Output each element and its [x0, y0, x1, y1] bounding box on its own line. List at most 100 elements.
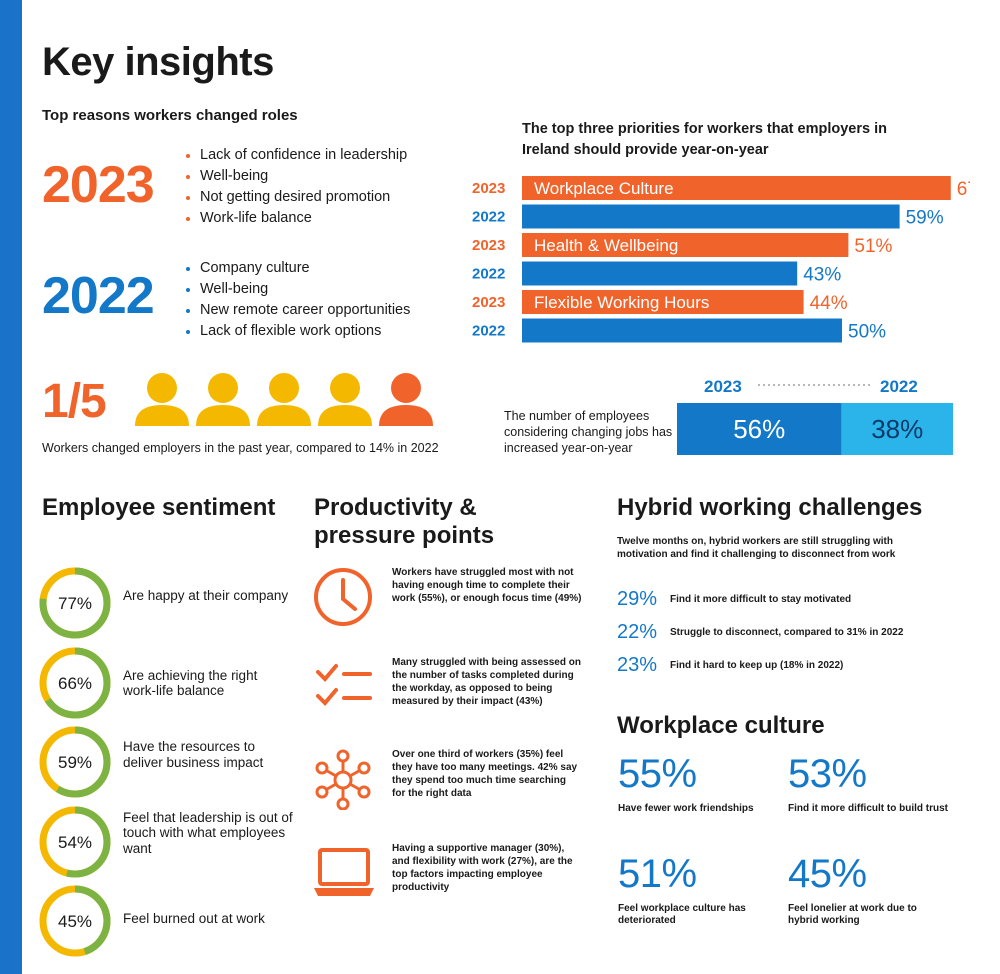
people-icons [135, 373, 433, 426]
culture-pct: 55% [618, 752, 697, 796]
bar [522, 233, 849, 257]
list-item: New remote career opportunities [186, 300, 410, 321]
series-year-label: 2022 [472, 266, 505, 283]
data-label: 43% [803, 265, 841, 286]
sentiment-heading: Employee sentiment [42, 494, 276, 521]
sentiment-pct: 66% [58, 674, 92, 693]
hybrid-row: 22% Struggle to disconnect, compared to … [617, 621, 957, 647]
series-year-label: 2022 [472, 209, 505, 226]
list-item: Lack of confidence in leadership [186, 145, 407, 166]
category-label: Flexible Working Hours [534, 293, 709, 312]
bar [522, 290, 804, 314]
sentiment-text: Are achieving the right work-life balanc… [123, 667, 258, 699]
data-label: 59% [906, 208, 944, 229]
culture-pct: 51% [618, 852, 697, 896]
sentiment-item: 66% Are achieving the right work-life bal… [38, 646, 298, 718]
list-item: Well-being [186, 166, 407, 187]
bar-2022 [841, 403, 953, 455]
bar-2023 [677, 403, 842, 455]
legend-2022: 2022 [880, 377, 918, 396]
culture-stat: 45% Feel lonelier at work due to hybrid … [788, 852, 968, 927]
hybrid-pct: 22% [617, 621, 658, 643]
hybrid-heading: Hybrid working challenges [617, 494, 923, 521]
year-2022-label: 2022 [42, 267, 155, 325]
sentiment-text: Are happy at their company [123, 588, 289, 603]
culture-pct: 45% [788, 852, 867, 896]
bar [522, 176, 951, 200]
left-accent-bar [0, 0, 22, 974]
data-label: 50% [848, 322, 886, 343]
productivity-text: Having a supportive manager (30%), and f… [392, 843, 573, 893]
hybrid-text: Find it hard to keep up (18% in 2022) [670, 660, 844, 671]
productivity-text: Workers have struggled most with not hav… [392, 567, 582, 604]
progress-ring: 77% [39, 567, 111, 639]
hybrid-pct: 29% [617, 588, 658, 610]
hybrid-text: Find it more difficult to stay motivated [670, 594, 852, 605]
series-year-label: 2023 [472, 294, 505, 311]
series-year-label: 2022 [472, 323, 505, 340]
clock-icon [314, 568, 372, 626]
data-label: 67% [957, 179, 970, 200]
legend-2023: 2023 [704, 377, 742, 396]
progress-ring: 54% [39, 806, 111, 877]
culture-text: Feel lonelier at work due to hybrid work… [788, 903, 917, 926]
priorities-chart-title: The top three priorities for workers tha… [522, 121, 887, 158]
progress-ring: 59% [39, 726, 111, 798]
hybrid-row: 29% Find it more difficult to stay motiv… [617, 588, 957, 614]
reasons-subtitle: Top reasons workers changed roles [42, 107, 298, 124]
sentiment-pct: 54% [58, 833, 92, 852]
comparison-note: The number of employees considering chan… [504, 409, 673, 455]
series-year-label: 2023 [472, 180, 505, 197]
hybrid-text: Struggle to disconnect, compared to 31% … [670, 627, 904, 638]
network-icon [315, 749, 371, 810]
sentiment-item: 54% Feel that leadership is out of touch … [38, 805, 298, 877]
person-icon [196, 373, 250, 426]
data-label: 51% [854, 236, 892, 257]
progress-ring: 66% [39, 647, 111, 718]
comparison-bar: 56% 38% [677, 403, 953, 455]
bar [522, 318, 842, 343]
culture-stat: 51% Feel workplace culture has deteriora… [618, 852, 798, 927]
list-item: Well-being [186, 279, 410, 300]
reasons-2023-list: Lack of confidence in leadership Well-be… [186, 145, 407, 229]
culture-text: Find it more difficult to build trust [788, 803, 948, 814]
sentiment-pct: 77% [58, 594, 92, 613]
sentiment-item: 59% Have the resources to deliver busines… [38, 725, 298, 798]
list-item: Company culture [186, 258, 410, 279]
hybrid-row: 23% Find it hard to keep up (18% in 2022… [617, 654, 957, 680]
category-label: Health & Wellbeing [534, 236, 678, 255]
culture-stat: 55% Have fewer work friendships [618, 752, 798, 815]
sentiment-text: Feel that leadership is out of touch wit… [123, 809, 293, 856]
changers-note: Workers changed employers in the past ye… [42, 441, 439, 455]
sentiment-item: 77% Are happy at their company [38, 566, 298, 639]
year-2023-label: 2023 [42, 156, 155, 214]
category-label: Workplace Culture [534, 179, 674, 198]
person-icon [257, 373, 311, 426]
laptop-icon [314, 848, 374, 896]
culture-text: Feel workplace culture has deteriorated [618, 903, 746, 926]
bar [522, 261, 798, 286]
progress-ring: 45% [39, 885, 111, 957]
sentiment-item: 45% Feel burned out at work [38, 884, 298, 957]
data-label: 38% [871, 414, 923, 444]
sentiment-pct: 45% [58, 912, 92, 931]
data-label: 44% [810, 293, 848, 314]
comparison-legend: 2023 2022 [704, 377, 918, 396]
culture-heading: Workplace culture [617, 712, 825, 739]
culture-stat: 53% Find it more difficult to build trus… [788, 752, 968, 815]
series-year-label: 2023 [472, 237, 505, 254]
sentiment-pct: 59% [58, 753, 92, 772]
list-item: Not getting desired promotion [186, 187, 407, 208]
culture-pct: 53% [788, 752, 867, 796]
person-icon [318, 373, 372, 426]
sentiment-text: Have the resources to deliver business i… [123, 739, 264, 770]
priorities-bar-chart: 2023 Workplace Culture 67% 2022 59% 2023 Healt… [472, 176, 970, 343]
productivity-text: Over one third of workers (35%) feel the… [392, 749, 578, 799]
hybrid-intro: Twelve months on, hybrid workers are sti… [617, 536, 896, 560]
person-icon [135, 373, 189, 426]
productivity-text: Many struggled with being assessed on th… [392, 657, 581, 707]
sentiment-text: Feel burned out at work [123, 911, 265, 926]
list-item: Work-life balance [186, 208, 407, 229]
data-label: 56% [733, 414, 785, 444]
culture-text: Have fewer work friendships [618, 803, 754, 814]
